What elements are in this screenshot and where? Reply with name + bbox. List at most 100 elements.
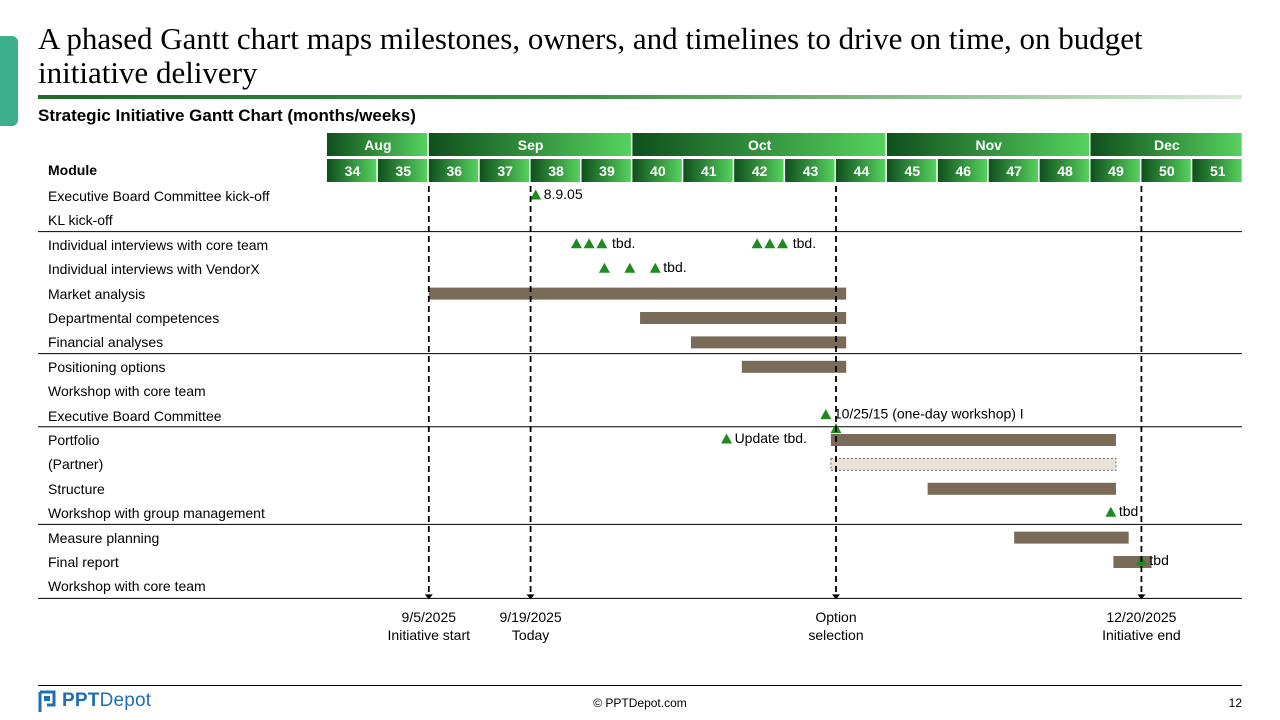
milestones: 8.9.05 tbd. tbd. tbd. 10/25/15 (one-day work…: [530, 186, 1169, 568]
milestone-marker: [530, 189, 542, 200]
week-label: 36: [446, 163, 462, 179]
accent-tab: [0, 36, 18, 126]
row-label: KL kick-off: [48, 212, 113, 229]
milestone-marker: [570, 238, 582, 249]
week-cell: [327, 159, 377, 182]
row-label: Final report: [48, 554, 119, 570]
week-cell: [886, 159, 937, 182]
milestone-marker: [649, 262, 661, 273]
slide-title: A phased Gantt chart maps milestones, ow…: [38, 21, 1143, 90]
month-cell: [428, 133, 631, 156]
milestone-label: tbd.: [612, 235, 635, 251]
month-cell: [327, 133, 428, 156]
week-cell: [377, 159, 428, 182]
week-cell: [836, 159, 886, 182]
row-label: Executive Board Committee: [48, 407, 222, 424]
milestone-marker: [751, 238, 763, 249]
task-bar: [741, 360, 847, 373]
marker-date: 9/5/2025: [402, 609, 457, 625]
week-label: 44: [854, 163, 870, 179]
marker-label: Initiative end: [1102, 627, 1181, 643]
row-label: Individual interviews with core team: [48, 236, 269, 253]
milestone-marker: [777, 238, 789, 249]
week-label: 40: [650, 163, 666, 179]
week-cell: [937, 159, 988, 182]
marker-label: Initiative start: [388, 627, 471, 643]
marker-arrow: [832, 594, 840, 600]
marker-date: 12/20/2025: [1106, 609, 1176, 625]
pptdepot-logo: PPTDepot: [38, 690, 151, 712]
task-bar: [428, 287, 847, 300]
marker-arrow: [1137, 594, 1146, 600]
week-label: 49: [1108, 163, 1124, 179]
row-separators: [38, 231, 1242, 599]
week-cell: [530, 159, 580, 182]
milestone-label: 10/25/15 (one-day workshop) I: [834, 406, 1024, 422]
week-label: 43: [803, 163, 819, 179]
week-cell: [683, 159, 733, 182]
week-cell: [428, 159, 479, 182]
module-column-header: Module: [48, 162, 97, 178]
week-cell: [1090, 159, 1140, 182]
logo-text-bold: PPT: [62, 690, 100, 711]
month-label: Oct: [748, 137, 772, 153]
week-label: 34: [345, 163, 361, 179]
week-label: 35: [396, 163, 412, 179]
week-label: 37: [497, 163, 513, 179]
month-label: Dec: [1154, 137, 1180, 153]
milestone-label: Update tbd.: [735, 430, 807, 446]
milestone-marker: [1105, 506, 1117, 517]
row-label: Financial analyses: [48, 334, 164, 351]
date-markers: 9/5/2025 Initiative start 9/19/2025 Today Op…: [388, 186, 1181, 643]
month-label: Aug: [364, 137, 391, 153]
task-bar: [1014, 531, 1129, 544]
milestone-marker: [583, 238, 595, 249]
task-bar: [830, 434, 1116, 446]
milestone-marker: [596, 238, 608, 249]
week-label: 39: [599, 163, 615, 179]
week-cell: [1039, 159, 1089, 182]
logo-icon: [38, 690, 56, 712]
row-label: Individual interviews with VendorX: [48, 261, 260, 278]
task-bar: [927, 482, 1116, 495]
week-label: 41: [701, 163, 717, 179]
month-label: Sep: [518, 137, 544, 153]
marker-arrow: [526, 594, 535, 600]
milestone-marker: [598, 262, 610, 273]
week-cell: [734, 159, 784, 182]
week-label: 47: [1006, 163, 1022, 179]
marker-date: 9/19/2025: [499, 609, 561, 625]
week-cell: [632, 159, 682, 182]
milestone-label: tbd: [1149, 552, 1168, 568]
title-rule: [38, 95, 1242, 99]
row-label: Workshop with core team: [48, 383, 206, 400]
week-cell: [1192, 159, 1242, 182]
milestone-marker: [721, 433, 733, 444]
row-label: Workshop with core team: [48, 578, 206, 595]
milestone-label: tbd.: [793, 235, 816, 251]
week-label: 51: [1210, 163, 1226, 179]
week-cell: [479, 159, 530, 182]
logo-text-thin: Depot: [99, 690, 152, 711]
milestone-marker: [624, 262, 636, 273]
row-label: Executive Board Committee kick-off: [48, 188, 270, 204]
task-bars: [428, 287, 1152, 568]
month-label: Nov: [975, 137, 1002, 153]
marker-arrow: [424, 594, 433, 600]
row-label: Departmental competences: [48, 310, 220, 326]
month-cell: [1090, 133, 1242, 156]
week-label: 46: [955, 163, 971, 179]
marker-label: selection: [808, 627, 863, 643]
row-label: Market analysis: [48, 285, 146, 302]
marker-label: Today: [512, 627, 549, 643]
month-cell: [886, 133, 1089, 156]
week-cell: [988, 159, 1039, 182]
week-label: 42: [752, 163, 768, 179]
milestone-label: 8.9.05: [544, 186, 583, 202]
row-label: (Partner): [48, 456, 104, 473]
week-cell: [581, 159, 631, 182]
footer-rule: [38, 685, 1242, 686]
page-number: 12: [1228, 696, 1242, 710]
